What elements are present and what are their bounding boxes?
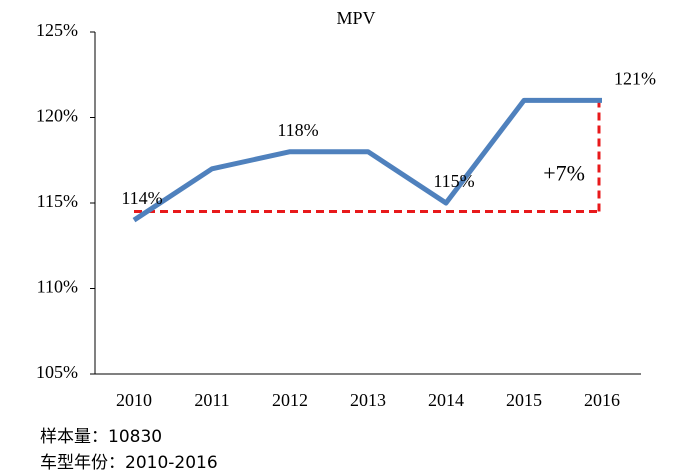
bracket-label: +7%: [543, 161, 585, 186]
data-label: 118%: [277, 120, 318, 140]
x-tick-label: 2016: [584, 390, 620, 410]
chart-title: MPV: [336, 8, 375, 28]
y-tick-label: 110%: [37, 277, 78, 297]
x-tick-label: 2013: [350, 390, 386, 410]
note: 样本量：10830: [40, 427, 162, 447]
note: 车型年份：2010-2016: [40, 453, 218, 472]
y-tick-label: 105%: [36, 362, 78, 382]
x-tick-label: 2014: [428, 390, 464, 410]
data-line: [132, 97, 602, 223]
x-tick-label: 2010: [116, 390, 152, 410]
y-tick-label: 120%: [36, 106, 78, 126]
x-tick-label: 2012: [272, 390, 308, 410]
data-label: 115%: [433, 171, 474, 191]
data-label: 121%: [614, 69, 656, 89]
data-label: 114%: [121, 188, 162, 208]
y-tick-label: 115%: [37, 191, 78, 211]
x-tick-label: 2011: [194, 390, 229, 410]
y-tick-label: 125%: [36, 20, 78, 40]
x-tick-label: 2015: [506, 390, 542, 410]
